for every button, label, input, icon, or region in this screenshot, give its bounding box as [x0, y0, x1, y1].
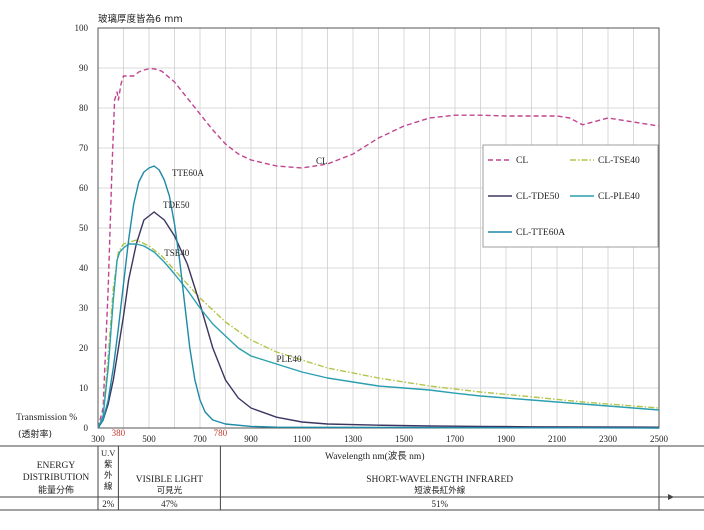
legend-label: CL-TSE40 — [598, 156, 640, 166]
y-tick-label: 90 — [79, 63, 89, 73]
band-label: SHORT-WAVELENGTH INFRARED — [366, 475, 513, 485]
x-tick-label: 500 — [142, 434, 156, 444]
y-axis-label: Transmission % — [16, 413, 77, 423]
y-tick-label: 30 — [79, 303, 89, 313]
x-tick-label: 2300 — [599, 434, 618, 444]
curve-labels: CL TTE60A TDE50 TSE40 PLE40 — [163, 156, 328, 364]
curve-label: TDE50 — [163, 200, 190, 210]
y-tick-label: 0 — [84, 423, 89, 433]
x-tick-label: 1700 — [446, 434, 465, 444]
series-line-cl-tde50 — [97, 211, 660, 429]
energy-title-line: DISTRIBUTION — [23, 473, 90, 483]
band-label: 可見光 — [157, 485, 183, 496]
y-tick-label: 50 — [79, 223, 89, 233]
series-line-cl-ple40 — [97, 243, 660, 429]
chart-subtitle: 玻璃厚度皆為6 mm — [98, 13, 183, 25]
legend: CL CL-TSE40 CL-TDE50 CL-PLE40 CL-TTE60A — [482, 144, 659, 248]
y-tick-label: 10 — [79, 383, 89, 393]
series-lines — [97, 68, 660, 429]
y-tick-label: 100 — [75, 23, 89, 33]
curve-label: CL — [316, 156, 328, 166]
band-label: 短波長紅外線 — [414, 485, 466, 496]
y-tick-label: 70 — [79, 143, 89, 153]
band-label: 線 — [104, 481, 113, 492]
x-axis-label: Wavelength nm(波長 nm) — [325, 450, 425, 462]
legend-label: CL-TTE60A — [516, 228, 565, 238]
curve-label: TTE60A — [172, 168, 204, 178]
legend-label: CL — [516, 156, 528, 166]
x-tick-label: 900 — [244, 434, 258, 444]
series-line-cl — [97, 68, 660, 429]
x-tick-label: 2500 — [650, 434, 669, 444]
y-tick-label: 80 — [79, 103, 89, 113]
band-percent: 51% — [431, 499, 448, 509]
x-tick-label: 700 — [193, 434, 207, 444]
band-label: U.V — [101, 448, 116, 458]
band-label: 紫 — [104, 460, 113, 470]
infrared-arrow-head — [668, 494, 674, 500]
x-tick-label: 300 — [91, 434, 105, 444]
x-tick-label: 2100 — [548, 434, 567, 444]
legend-label: CL-PLE40 — [598, 192, 640, 202]
legend-label: CL-TDE50 — [516, 192, 560, 202]
x-marker-label: 780 — [214, 428, 228, 438]
band-label: VISIBLE LIGHT — [136, 475, 203, 485]
band-percent: 47% — [161, 499, 178, 509]
y-axis-label-cn: (透射率) — [18, 428, 52, 440]
energy-title-line: ENERGY — [37, 461, 76, 471]
curve-label: TSE40 — [164, 248, 190, 258]
band-label: 外 — [104, 470, 113, 481]
series-line-cl-tte60a — [97, 165, 660, 429]
x-tick-label: 1900 — [497, 434, 516, 444]
y-tick-label: 60 — [79, 183, 89, 193]
tick-labels: 0 10 20 30 40 50 60 70 80 90 100 300 500 700 900 1100 13… — [75, 23, 669, 444]
curve-label: PLE40 — [277, 354, 303, 364]
band-percent: 2% — [102, 499, 115, 509]
x-tick-label: 1500 — [395, 434, 414, 444]
x-marker-label: 380 — [112, 428, 126, 438]
y-tick-label: 20 — [79, 343, 89, 353]
x-tick-label: 1300 — [344, 434, 363, 444]
energy-title-line: 能量分佈 — [38, 484, 74, 496]
x-tick-label: 1100 — [293, 434, 311, 444]
y-tick-label: 40 — [79, 263, 89, 273]
